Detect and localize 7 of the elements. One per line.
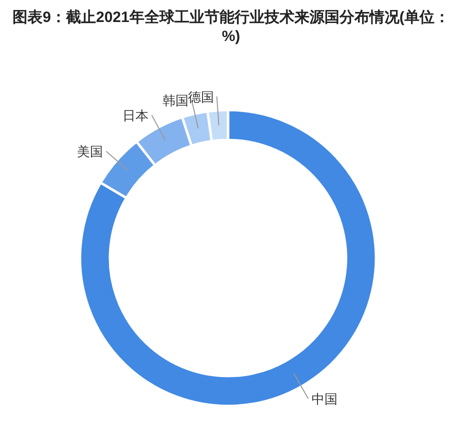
slice-label: 美国 xyxy=(77,144,104,160)
slice-label: 中国 xyxy=(311,392,338,407)
slice-label: 韩国 xyxy=(162,93,189,108)
chart-title: 图表9：截止2021年全球工业节能行业技术来源国分布情况(单位：%) xyxy=(12,8,450,46)
slice-label: 日本 xyxy=(122,108,149,124)
donut-slice xyxy=(78,108,378,408)
slice-label: 德国 xyxy=(188,89,214,104)
